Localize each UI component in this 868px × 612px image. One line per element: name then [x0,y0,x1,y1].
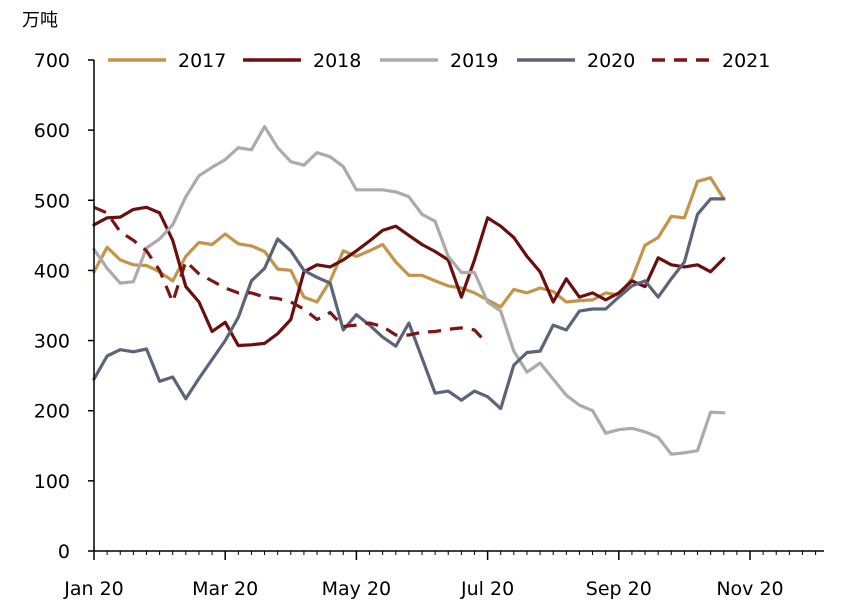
legend-item-2017: 2017 [108,50,226,72]
y-tick-label: 200 [34,401,70,423]
y-axis-unit-label: 万吨 [22,10,58,31]
y-tick-label: 500 [34,190,70,212]
y-tick-label: 100 [34,471,70,493]
legend: 2017 2018 2019 2020 2021 [108,50,770,72]
legend-label: 2021 [722,50,770,72]
y-tick-label: 700 [34,50,70,72]
legend-label: 2018 [313,50,361,72]
x-tick-label: Jul 20 [460,578,514,600]
x-tick-label: Nov 20 [716,578,783,600]
y-tick-label: 300 [34,331,70,353]
legend-item-2019: 2019 [380,50,498,72]
legend-item-2020: 2020 [517,50,635,72]
legend-label: 2019 [450,50,498,72]
x-tick-label: Sep 20 [586,578,652,600]
series-line-2020 [92,197,726,411]
x-tick-label: Mar 20 [192,578,258,600]
y-tick-label: 600 [34,120,70,142]
axes: 0 100 200 300 400 500 600 700 Jan 20 Mar 20 May 20… [34,50,824,600]
series-layer [92,125,726,456]
y-tick-label: 400 [34,260,70,282]
legend-label: 2020 [587,50,635,72]
x-tick-label: Jan 20 [63,578,124,600]
legend-item-2021: 2021 [652,50,770,72]
series-line-2019 [92,125,726,456]
series-line-2018 [92,205,726,348]
legend-label: 2017 [178,50,226,72]
x-tick-label: May 20 [322,578,392,600]
series-line-2021 [93,205,489,346]
legend-item-2018: 2018 [243,50,361,72]
y-tick-label: 0 [58,541,70,563]
